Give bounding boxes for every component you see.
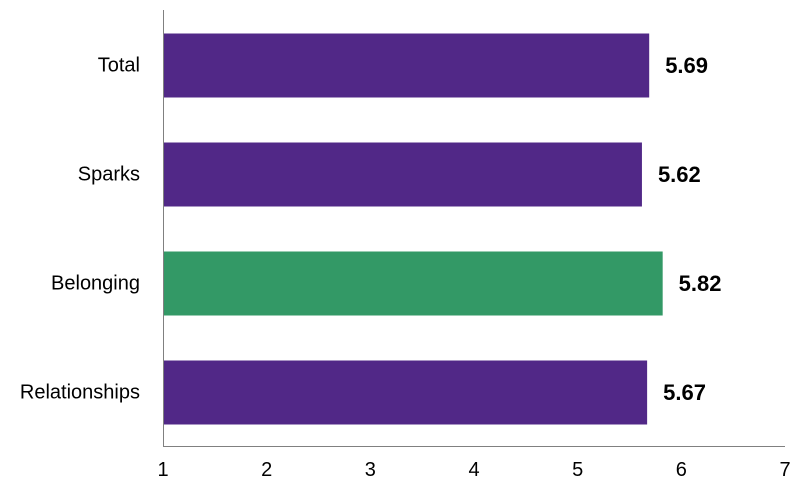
x-tick-label: 7 xyxy=(779,459,790,481)
bar-sparks xyxy=(164,142,642,207)
category-label: Belonging xyxy=(51,273,140,295)
x-tick-label: 1 xyxy=(157,459,168,481)
bar-belonging xyxy=(164,251,663,316)
data-label: 5.62 xyxy=(658,162,701,187)
x-tick-label: 6 xyxy=(676,459,687,481)
x-tick-label: 5 xyxy=(572,459,583,481)
bars-group xyxy=(164,33,663,425)
category-labels-group: Total Sparks Belonging Relationships xyxy=(20,55,140,404)
data-label: 5.67 xyxy=(663,380,706,405)
category-label: Sparks xyxy=(78,164,140,186)
bar-total xyxy=(164,33,650,98)
x-tick-labels-group: 1 2 3 4 5 6 7 xyxy=(157,459,790,481)
data-label: 5.82 xyxy=(679,271,722,296)
x-tick-label: 2 xyxy=(261,459,272,481)
category-label: Relationships xyxy=(20,382,140,404)
data-label: 5.69 xyxy=(665,53,708,78)
x-tick-label: 3 xyxy=(365,459,376,481)
data-labels-group: 5.69 5.62 5.82 5.67 xyxy=(658,53,722,405)
x-tick-label: 4 xyxy=(468,459,479,481)
category-label: Total xyxy=(98,55,140,77)
bar-relationships xyxy=(164,360,648,425)
